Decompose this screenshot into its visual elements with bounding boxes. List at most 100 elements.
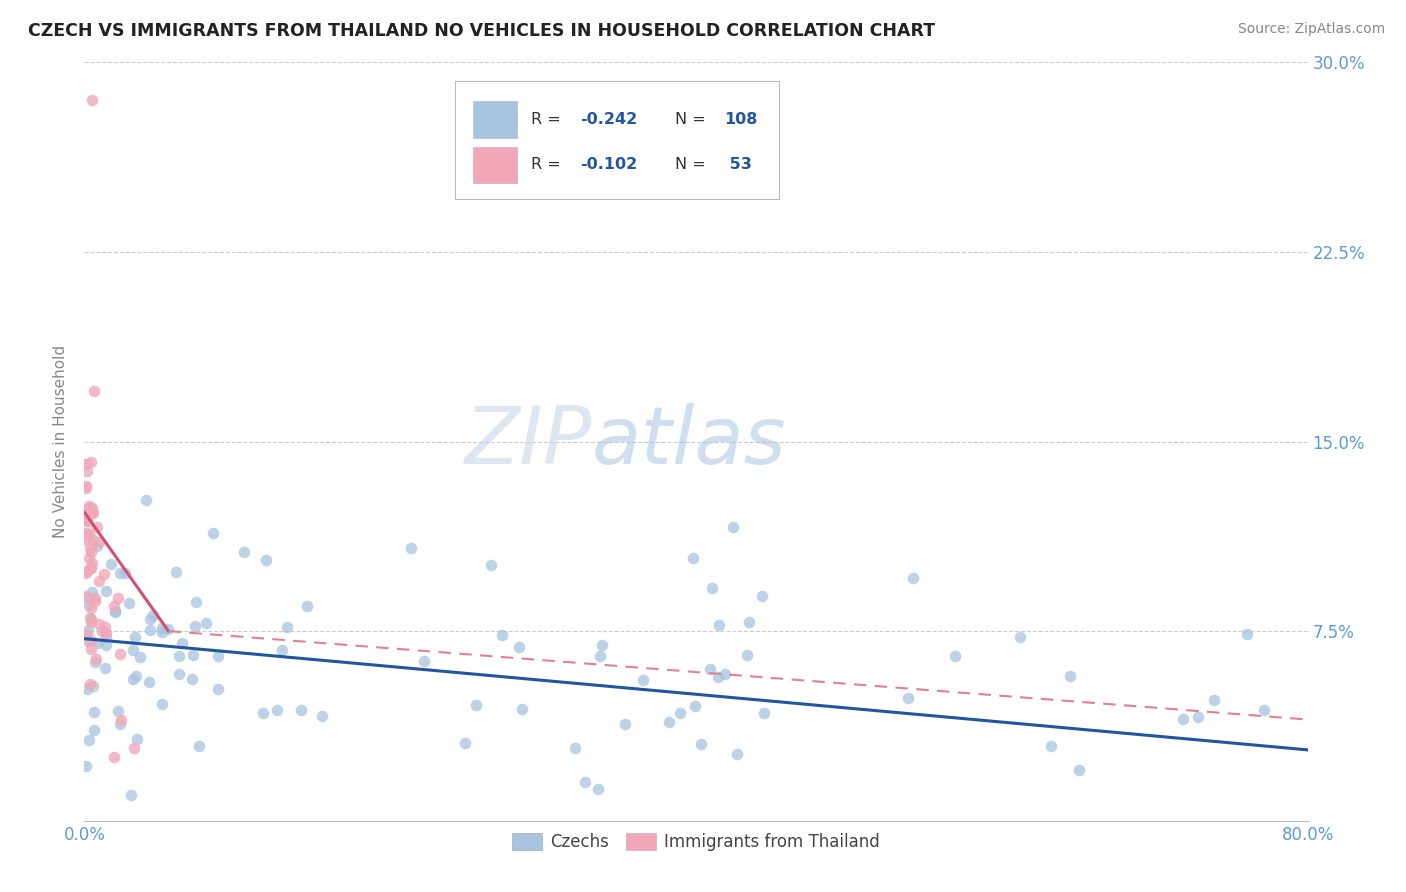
Point — [129, 649, 152, 664]
Point — [150, 697, 173, 711]
Point — [76, 682, 98, 697]
Text: 108: 108 — [724, 112, 758, 127]
Point — [276, 620, 298, 634]
Point — [91, 624, 114, 638]
Point — [94, 620, 117, 634]
Point — [104, 605, 127, 619]
Point — [87, 616, 110, 631]
Point — [465, 698, 488, 712]
Point — [75, 511, 97, 525]
Point — [79, 615, 101, 630]
Point — [201, 525, 224, 540]
Point — [669, 706, 692, 721]
Point — [510, 702, 533, 716]
Point — [89, 534, 111, 549]
Point — [75, 533, 97, 547]
Point — [77, 599, 100, 613]
Point — [76, 514, 98, 528]
Text: 53: 53 — [724, 157, 752, 172]
Point — [83, 706, 105, 720]
Point — [76, 464, 98, 478]
FancyBboxPatch shape — [474, 146, 517, 183]
Point — [79, 632, 101, 647]
Point — [82, 679, 104, 693]
Point — [93, 566, 115, 581]
Point — [188, 739, 211, 753]
Point — [738, 615, 761, 630]
Point — [107, 704, 129, 718]
Point — [82, 504, 104, 518]
Point — [150, 624, 173, 639]
Point — [254, 552, 277, 566]
Point — [1059, 669, 1081, 683]
Point — [195, 615, 218, 630]
Point — [125, 669, 148, 683]
Point — [75, 525, 97, 540]
Point — [1008, 630, 1031, 644]
Text: R =: R = — [531, 157, 565, 172]
Point — [897, 691, 920, 706]
FancyBboxPatch shape — [474, 101, 517, 137]
Point — [181, 648, 204, 663]
Point — [122, 672, 145, 686]
Point — [79, 611, 101, 625]
Point — [100, 557, 122, 571]
Point — [75, 564, 97, 578]
Point — [94, 626, 117, 640]
Point — [1187, 710, 1209, 724]
Point — [80, 561, 103, 575]
Point — [707, 669, 730, 683]
Point — [690, 737, 713, 751]
Point — [103, 599, 125, 613]
Point — [83, 384, 105, 398]
Point — [80, 601, 103, 615]
Point — [1236, 627, 1258, 641]
Point — [135, 493, 157, 508]
Point — [76, 527, 98, 541]
Point — [75, 457, 97, 471]
Point — [94, 631, 117, 645]
Point — [118, 596, 141, 610]
Point — [508, 640, 530, 654]
Point — [80, 556, 103, 570]
Point — [699, 661, 721, 675]
Point — [156, 622, 179, 636]
Point — [108, 648, 131, 662]
Point — [94, 638, 117, 652]
Point — [76, 591, 98, 605]
Point — [76, 514, 98, 528]
Point — [80, 94, 103, 108]
Point — [82, 533, 104, 547]
Point — [103, 750, 125, 764]
Point — [1171, 713, 1194, 727]
Point — [75, 481, 97, 495]
Text: R =: R = — [531, 112, 565, 127]
Point — [564, 741, 586, 756]
Point — [75, 758, 97, 772]
Text: -0.242: -0.242 — [579, 112, 637, 127]
Point — [207, 681, 229, 696]
Point — [207, 648, 229, 663]
Point — [124, 741, 146, 756]
Text: N =: N = — [675, 157, 711, 172]
Point — [80, 545, 103, 559]
Point — [232, 545, 254, 559]
Point — [181, 672, 204, 686]
Point — [84, 655, 107, 669]
Point — [75, 479, 97, 493]
Point — [266, 703, 288, 717]
Point — [725, 747, 748, 761]
Point — [713, 667, 735, 681]
Point — [80, 612, 103, 626]
Point — [399, 541, 422, 555]
Text: CZECH VS IMMIGRANTS FROM THAILAND NO VEHICLES IN HOUSEHOLD CORRELATION CHART: CZECH VS IMMIGRANTS FROM THAILAND NO VEH… — [28, 22, 935, 40]
Point — [901, 571, 924, 585]
Point — [89, 574, 111, 588]
Point — [107, 591, 129, 605]
Point — [721, 520, 744, 534]
Point — [685, 698, 707, 713]
Point — [943, 648, 966, 663]
Point — [124, 630, 146, 644]
Y-axis label: No Vehicles in Household: No Vehicles in Household — [53, 345, 69, 538]
Point — [589, 648, 612, 663]
